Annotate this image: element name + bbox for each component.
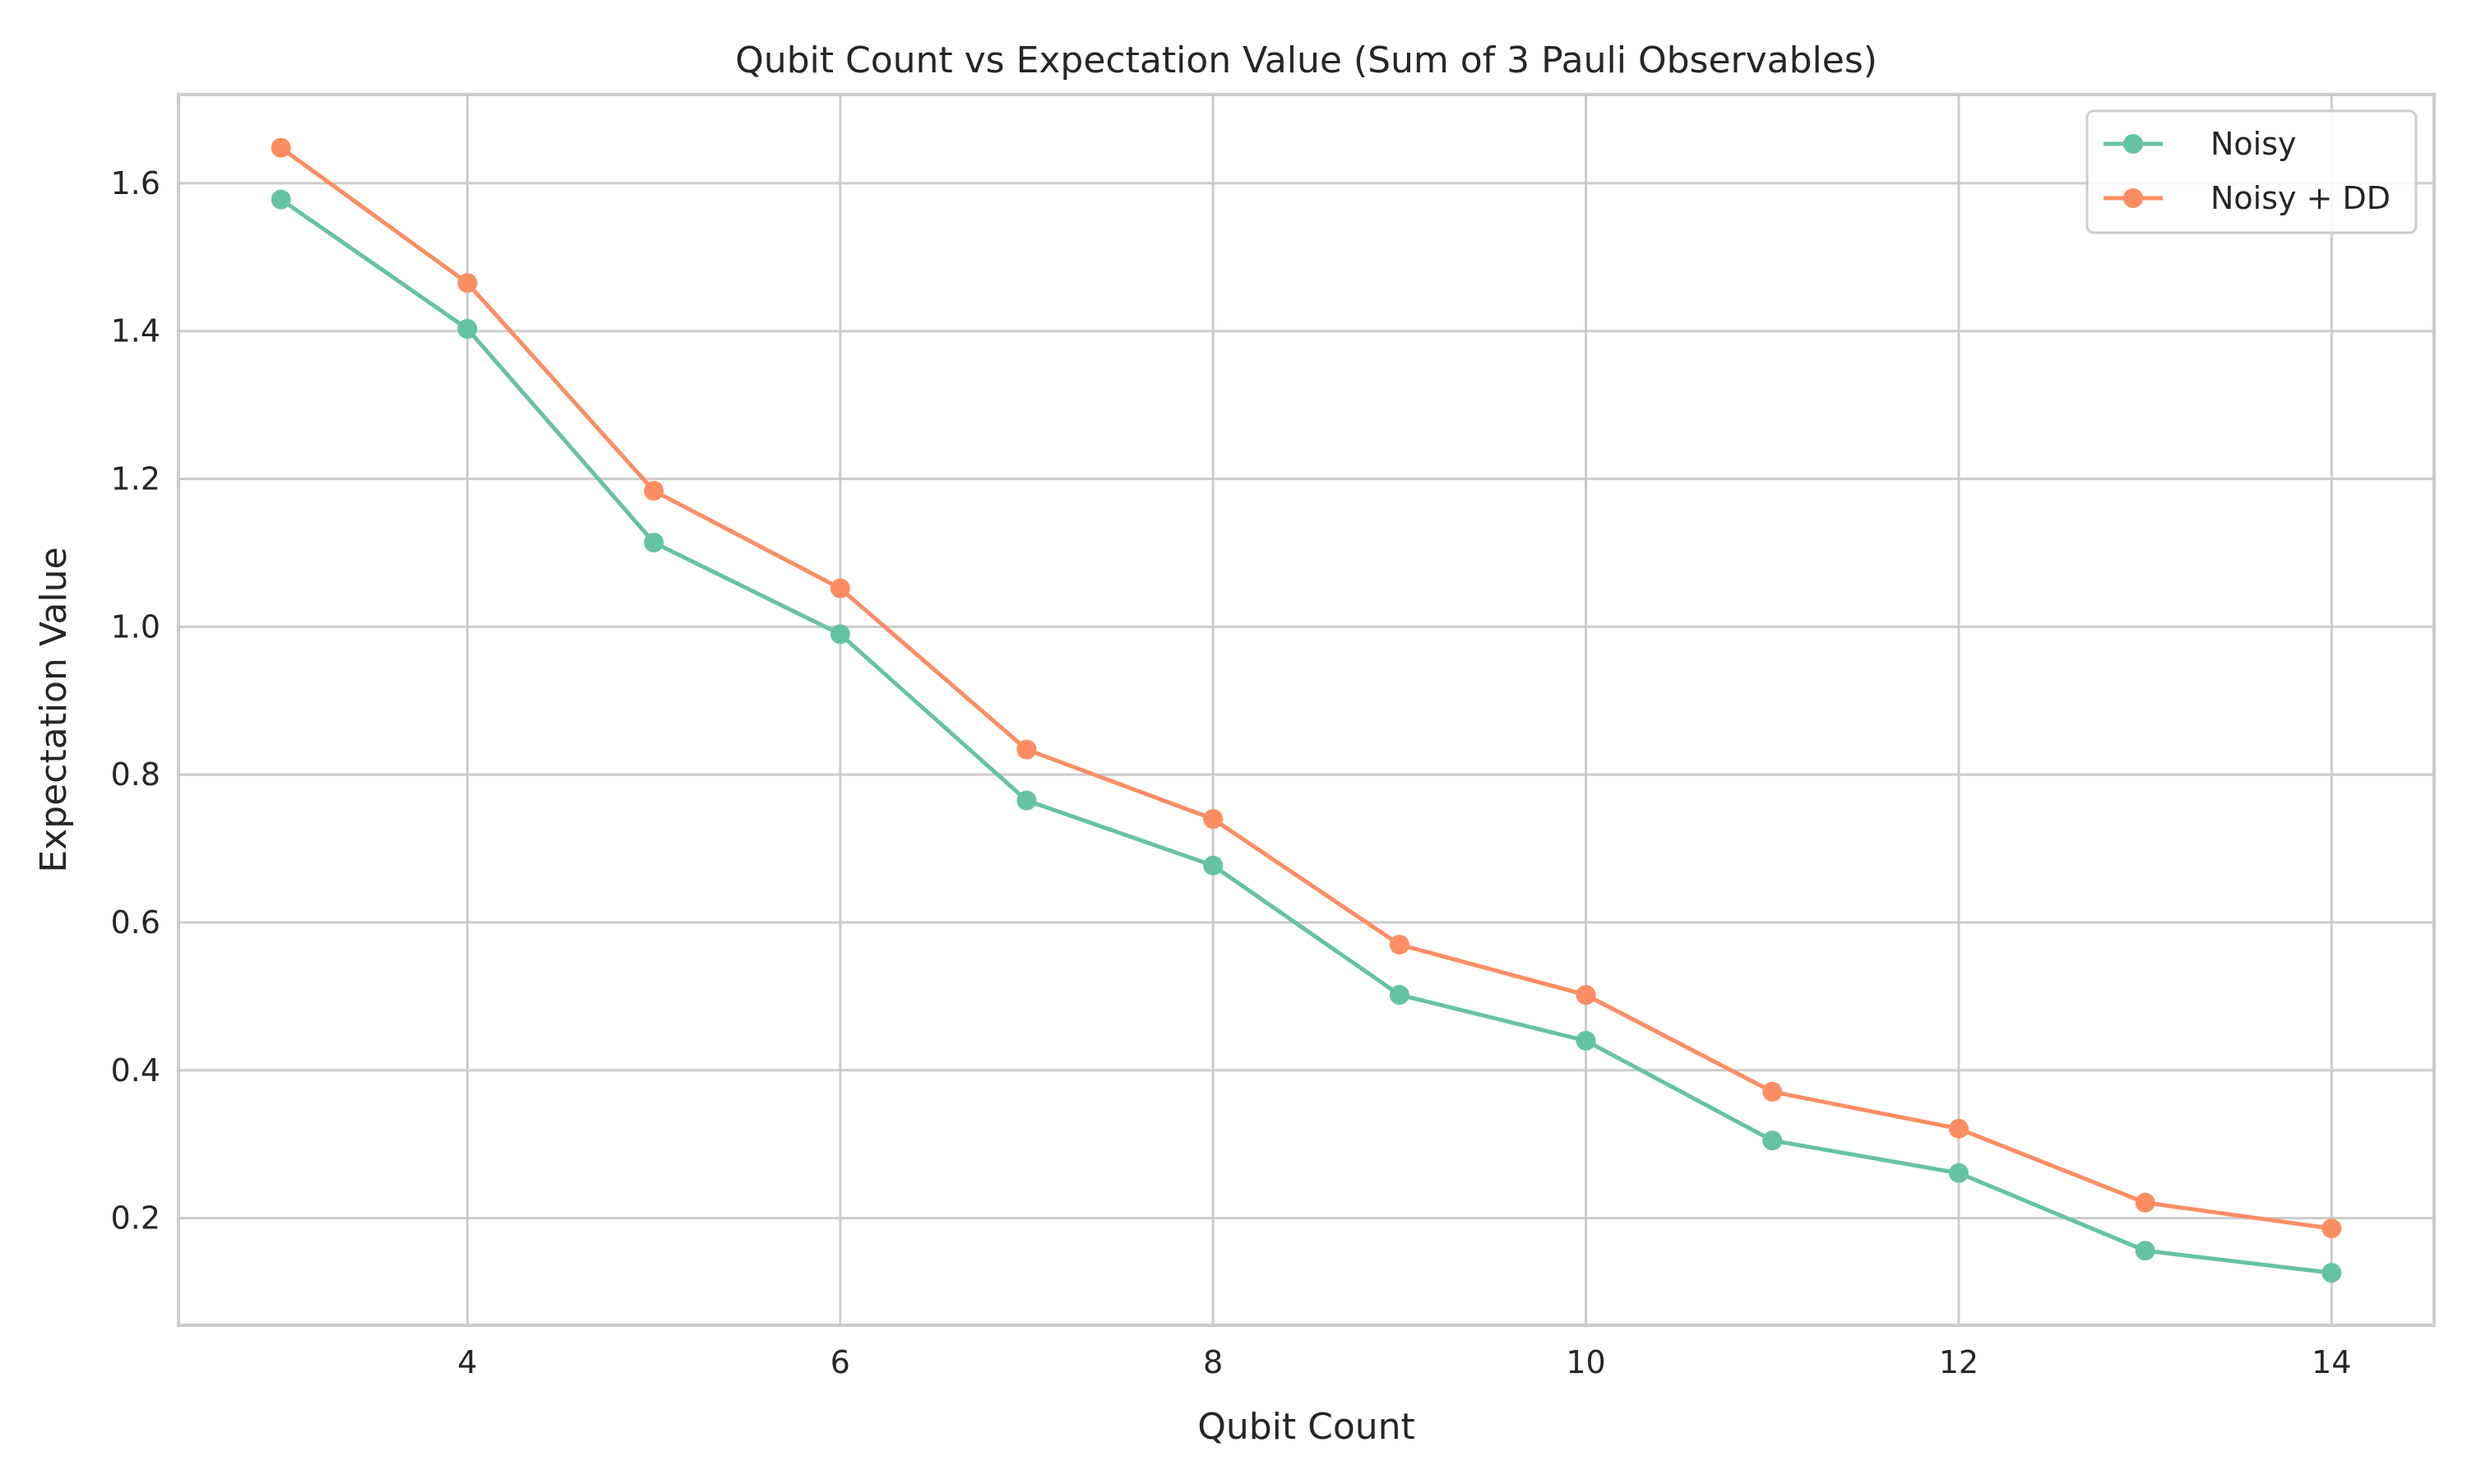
x-tick-label: 8 xyxy=(1203,1344,1223,1380)
data-point xyxy=(1948,1163,1969,1183)
data-point xyxy=(2321,1263,2342,1283)
y-tick-label: 1.0 xyxy=(111,608,160,645)
data-point xyxy=(644,532,664,552)
series-0 xyxy=(271,189,2342,1283)
y-tick-label: 1.6 xyxy=(111,165,160,201)
data-point xyxy=(1016,790,1037,811)
plot-frame xyxy=(177,93,2436,1327)
data-point xyxy=(1203,809,1224,830)
x-tick-label: 14 xyxy=(2312,1344,2351,1380)
data-point xyxy=(457,319,478,340)
y-tick-label: 1.2 xyxy=(111,461,160,497)
data-point xyxy=(2135,1241,2155,1261)
data-point xyxy=(1948,1118,1969,1139)
data-point xyxy=(1203,855,1224,876)
data-point xyxy=(457,273,478,294)
x-axis-label: Qubit Count xyxy=(1197,1406,1415,1448)
legend-label: Noisy xyxy=(2210,126,2297,162)
legend: Noisy Noisy + DD xyxy=(2085,109,2418,234)
x-tick-label: 4 xyxy=(457,1344,477,1380)
y-tick-label: 0.8 xyxy=(111,756,160,793)
y-axis-label: Expectation Value xyxy=(33,547,75,872)
y-tick-label: 0.2 xyxy=(111,1200,160,1237)
legend-marker xyxy=(2123,188,2143,208)
data-point xyxy=(271,137,291,158)
data-point xyxy=(2135,1192,2155,1213)
data-point xyxy=(1576,985,1596,1006)
data-point xyxy=(1016,739,1037,760)
y-tick-label: 0.4 xyxy=(111,1052,160,1089)
y-tick-label: 0.6 xyxy=(111,904,160,941)
data-point xyxy=(1389,934,1409,955)
legend-label: Noisy + DD xyxy=(2210,180,2391,216)
data-point xyxy=(1762,1081,1783,1102)
y-tick-label: 1.4 xyxy=(111,313,160,349)
data-point xyxy=(2321,1218,2342,1239)
data-point xyxy=(1576,1030,1596,1051)
tick-labels: 4 6 8 10 12 14 0.2 0.4 0.6 0.8 1.0 1.2 1.4 1.6 xyxy=(111,165,2352,1380)
legend-box xyxy=(2085,109,2418,234)
series-1 xyxy=(271,137,2342,1239)
series-line xyxy=(280,146,2332,1231)
data-point xyxy=(1762,1130,1783,1151)
legend-marker xyxy=(2123,134,2143,154)
x-tick-label: 12 xyxy=(1939,1344,1979,1380)
data-point xyxy=(830,624,850,645)
data-point xyxy=(271,189,291,210)
series-layer xyxy=(271,137,2342,1283)
chart-title: Qubit Count vs Expectation Value (Sum of… xyxy=(735,39,1877,81)
grid xyxy=(178,95,2434,1325)
x-tick-label: 10 xyxy=(1566,1344,1605,1380)
data-point xyxy=(830,578,850,599)
data-point xyxy=(1389,985,1409,1006)
data-point xyxy=(644,480,664,501)
x-tick-label: 6 xyxy=(831,1344,850,1380)
series-line xyxy=(280,197,2332,1275)
